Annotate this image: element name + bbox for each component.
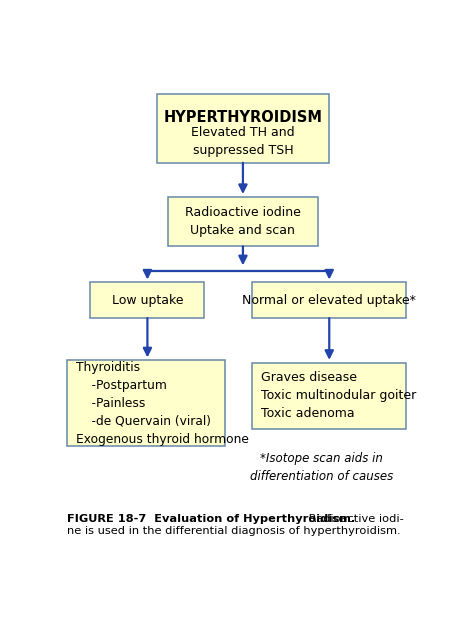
FancyBboxPatch shape [66,360,225,446]
Text: ne is used in the differential diagnosis of hyperthyroidism.: ne is used in the differential diagnosis… [66,526,400,536]
Text: FIGURE 18-7  Evaluation of Hyperthyroidism.: FIGURE 18-7 Evaluation of Hyperthyroidis… [66,514,355,524]
FancyBboxPatch shape [156,94,329,163]
Text: Radioactive iodi-: Radioactive iodi- [305,514,404,524]
Text: Thyroiditis
    -Postpartum
    -Painless
    -de Quervain (viral)
Exogenous thy: Thyroiditis -Postpartum -Painless -de Qu… [76,360,249,446]
Text: Graves disease
Toxic multinodular goiter
Toxic adenoma: Graves disease Toxic multinodular goiter… [261,371,417,420]
Text: HYPERTHYROIDISM: HYPERTHYROIDISM [164,110,322,125]
Text: *Isotope scan aids in
differentiation of causes: *Isotope scan aids in differentiation of… [250,452,393,482]
Text: Low uptake: Low uptake [112,293,183,307]
FancyBboxPatch shape [252,283,406,318]
FancyBboxPatch shape [252,363,406,429]
Text: Elevated TH and
suppressed TSH: Elevated TH and suppressed TSH [191,126,295,158]
Text: Normal or elevated uptake*: Normal or elevated uptake* [242,293,416,307]
Text: Radioactive iodine
Uptake and scan: Radioactive iodine Uptake and scan [185,206,301,237]
FancyBboxPatch shape [168,197,318,246]
FancyBboxPatch shape [91,283,204,318]
